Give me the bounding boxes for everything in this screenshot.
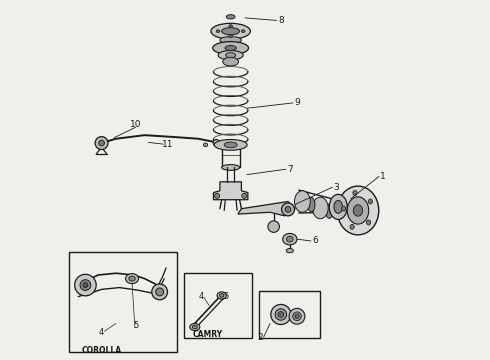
- Text: CAMRY: CAMRY: [192, 330, 222, 339]
- Text: 5: 5: [133, 321, 138, 330]
- Text: 10: 10: [130, 120, 142, 129]
- Ellipse shape: [98, 140, 104, 146]
- Ellipse shape: [334, 201, 343, 213]
- Ellipse shape: [329, 194, 347, 220]
- Ellipse shape: [294, 191, 310, 212]
- Text: 4: 4: [99, 328, 104, 337]
- Polygon shape: [238, 202, 295, 216]
- Ellipse shape: [80, 280, 91, 291]
- Text: 4: 4: [198, 292, 204, 301]
- Ellipse shape: [282, 203, 294, 216]
- Ellipse shape: [275, 309, 287, 320]
- Ellipse shape: [229, 35, 232, 38]
- Ellipse shape: [192, 325, 197, 329]
- Ellipse shape: [213, 41, 248, 54]
- Ellipse shape: [83, 283, 88, 288]
- Ellipse shape: [286, 248, 294, 253]
- Text: 6: 6: [312, 237, 318, 246]
- Ellipse shape: [337, 186, 379, 235]
- Ellipse shape: [242, 193, 247, 198]
- Ellipse shape: [125, 274, 139, 284]
- Ellipse shape: [342, 206, 346, 211]
- Ellipse shape: [218, 50, 243, 60]
- Ellipse shape: [225, 45, 236, 50]
- Ellipse shape: [368, 199, 372, 204]
- Ellipse shape: [129, 276, 135, 281]
- Ellipse shape: [225, 53, 236, 58]
- Ellipse shape: [295, 314, 299, 319]
- Ellipse shape: [268, 221, 279, 232]
- Text: 3: 3: [334, 183, 339, 192]
- Bar: [259, 291, 320, 338]
- Ellipse shape: [285, 207, 291, 212]
- Ellipse shape: [220, 294, 224, 297]
- Ellipse shape: [367, 220, 371, 225]
- Ellipse shape: [350, 224, 354, 229]
- Ellipse shape: [242, 30, 245, 33]
- Ellipse shape: [287, 236, 293, 242]
- Ellipse shape: [278, 312, 284, 318]
- Text: COROLLA: COROLLA: [81, 346, 122, 355]
- Ellipse shape: [190, 323, 200, 330]
- Ellipse shape: [152, 284, 168, 300]
- Text: 2: 2: [258, 333, 263, 342]
- Ellipse shape: [223, 57, 239, 66]
- Text: 8: 8: [278, 16, 284, 25]
- Text: 1: 1: [380, 172, 386, 181]
- Text: 11: 11: [162, 140, 173, 149]
- Ellipse shape: [221, 165, 240, 170]
- Text: 7: 7: [287, 165, 293, 174]
- Ellipse shape: [211, 23, 250, 39]
- Ellipse shape: [293, 312, 301, 320]
- Ellipse shape: [283, 233, 297, 245]
- Ellipse shape: [95, 136, 108, 149]
- Ellipse shape: [74, 274, 96, 296]
- Ellipse shape: [326, 204, 333, 219]
- Ellipse shape: [220, 37, 242, 44]
- Ellipse shape: [271, 305, 291, 324]
- Ellipse shape: [216, 30, 220, 33]
- Ellipse shape: [353, 190, 357, 195]
- Ellipse shape: [215, 193, 220, 198]
- Ellipse shape: [229, 25, 232, 28]
- Ellipse shape: [203, 143, 208, 147]
- Ellipse shape: [221, 28, 240, 35]
- Ellipse shape: [308, 198, 315, 212]
- Polygon shape: [214, 182, 248, 200]
- Ellipse shape: [289, 309, 305, 324]
- Ellipse shape: [226, 15, 235, 19]
- Ellipse shape: [214, 139, 247, 150]
- Ellipse shape: [213, 139, 220, 146]
- Bar: [69, 252, 177, 352]
- Text: 5: 5: [224, 292, 229, 301]
- Ellipse shape: [353, 205, 363, 216]
- Ellipse shape: [347, 197, 368, 224]
- Ellipse shape: [313, 197, 328, 219]
- Bar: [184, 273, 252, 338]
- Ellipse shape: [224, 142, 237, 148]
- Ellipse shape: [217, 292, 226, 299]
- Text: 9: 9: [294, 98, 300, 107]
- Ellipse shape: [156, 288, 164, 296]
